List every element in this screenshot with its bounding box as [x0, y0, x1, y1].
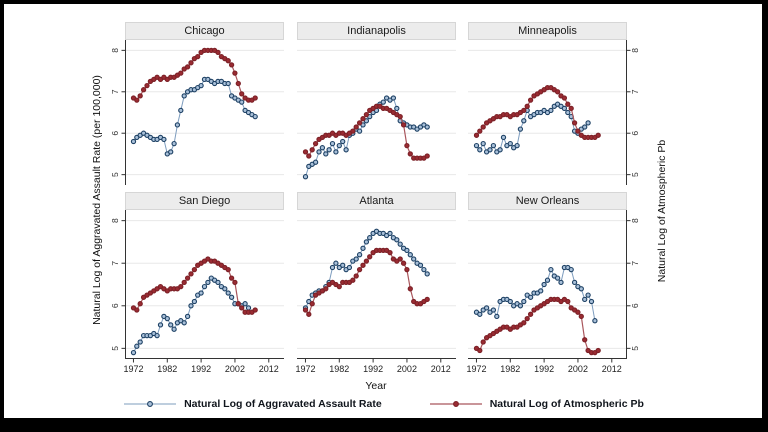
- series: [302, 247, 430, 317]
- svg-text:8: 8: [630, 218, 640, 223]
- x-axis: 1972 1982 1992 2002 2012: [123, 358, 284, 374]
- figure-background: [4, 4, 762, 418]
- gridlines: [468, 49, 627, 176]
- y-axis-left: 5 6 7 8: [110, 210, 126, 359]
- svg-text:5: 5: [630, 172, 640, 177]
- x-axis: 1972 1982 1992 2002 2012: [466, 358, 627, 374]
- svg-text:2012: 2012: [431, 364, 451, 374]
- panel-title-indianapolis: Indianapolis: [297, 22, 456, 40]
- gridlines: [297, 49, 456, 176]
- svg-text:6: 6: [110, 303, 120, 308]
- panel-title-chicago: Chicago: [125, 22, 284, 40]
- y-axis-right: 5 6 7 8: [626, 210, 640, 359]
- svg-text:7: 7: [630, 89, 640, 94]
- panel-plot-chicago: 5 6 7 8: [110, 40, 284, 185]
- svg-text:1972: 1972: [123, 364, 143, 374]
- svg-text:6: 6: [110, 131, 120, 136]
- panel-plot-indianapolis: [297, 49, 456, 180]
- series: [473, 296, 601, 356]
- panel-plot-minneapolis: 5 6 7 8: [468, 40, 640, 185]
- panel-plot-new-orleans: 5 6 7 8 1972 1982 1992 2002 2012: [466, 210, 640, 374]
- legend-line-marker-assault-icon: [124, 401, 177, 407]
- svg-text:1992: 1992: [363, 364, 383, 374]
- panel-title-atlanta: Atlanta: [297, 192, 456, 210]
- svg-text:8: 8: [630, 48, 640, 53]
- legend-label-assault: Natural Log of Aggravated Assault Rate: [184, 398, 382, 410]
- gridlines: [468, 220, 627, 349]
- svg-text:2012: 2012: [259, 364, 279, 374]
- svg-text:2012: 2012: [602, 364, 622, 374]
- panel-plot-atlanta: 1972 1982 1992 2002 2012: [295, 220, 456, 374]
- svg-text:1982: 1982: [157, 364, 177, 374]
- legend-item-pb: Natural Log of Atmospheric Pb: [429, 398, 644, 410]
- series: [473, 84, 601, 141]
- gridlines: [125, 49, 284, 176]
- svg-text:6: 6: [630, 303, 640, 308]
- panel-title-san-diego: San Diego: [125, 192, 284, 210]
- x-axis-title: Year: [365, 380, 387, 392]
- svg-text:8: 8: [110, 48, 120, 53]
- svg-text:1992: 1992: [191, 364, 211, 374]
- svg-text:5: 5: [630, 346, 640, 351]
- legend-line-marker-pb-icon: [429, 401, 482, 407]
- svg-text:5: 5: [110, 346, 120, 351]
- svg-text:1992: 1992: [534, 364, 554, 374]
- panel-title-minneapolis: Minneapolis: [468, 22, 627, 40]
- series: [302, 95, 430, 180]
- svg-text:7: 7: [630, 261, 640, 266]
- series: [302, 103, 430, 161]
- series: [473, 101, 591, 155]
- svg-text:8: 8: [110, 218, 120, 223]
- series: [130, 76, 258, 157]
- panel-title-new-orleans: New Orleans: [468, 192, 627, 210]
- series: [302, 228, 430, 311]
- x-axis: 1972 1982 1992 2002 2012: [295, 358, 456, 374]
- svg-text:1982: 1982: [500, 364, 520, 374]
- y-axis-left: 5 6 7 8: [110, 40, 126, 185]
- svg-text:2002: 2002: [225, 364, 245, 374]
- svg-text:1972: 1972: [466, 364, 486, 374]
- y-axis-right: 5 6 7 8: [626, 40, 640, 185]
- svg-text:2002: 2002: [568, 364, 588, 374]
- svg-text:2002: 2002: [397, 364, 417, 374]
- y-axis-title-right: Natural Log of Atmospheric Pb: [656, 139, 668, 283]
- series: [130, 256, 258, 315]
- legend: Natural Log of Aggravated Assault Rate N…: [0, 398, 768, 410]
- svg-text:1972: 1972: [295, 364, 315, 374]
- series: [130, 47, 258, 103]
- legend-item-assault: Natural Log of Aggravated Assault Rate: [124, 398, 382, 410]
- svg-text:6: 6: [630, 131, 640, 136]
- svg-text:7: 7: [110, 89, 120, 94]
- svg-text:5: 5: [110, 172, 120, 177]
- gridlines: [297, 220, 456, 349]
- svg-text:1982: 1982: [329, 364, 349, 374]
- y-axis-title-left: Natural Log of Aggravated Assault Rate (…: [91, 75, 103, 325]
- panel-plot-san-diego: 5 6 7 8 1972 1982 1992 2002 2012: [110, 210, 284, 374]
- series: [130, 275, 252, 356]
- legend-label-pb: Natural Log of Atmospheric Pb: [489, 398, 644, 410]
- svg-text:7: 7: [110, 261, 120, 266]
- series: [473, 264, 598, 324]
